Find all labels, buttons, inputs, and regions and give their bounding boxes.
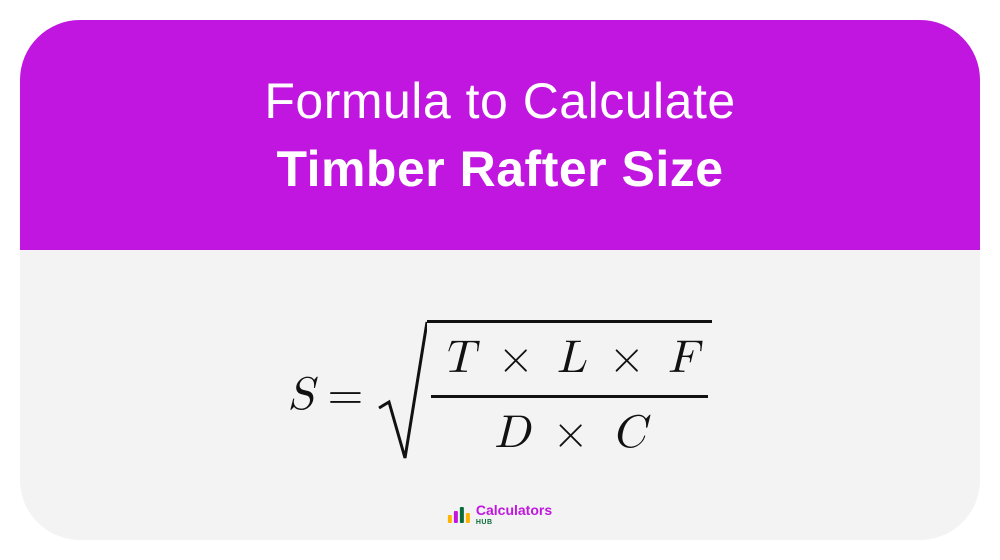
times-op: × — [601, 335, 653, 381]
square-root: T × L × F D × C — [377, 320, 712, 470]
logo-bar — [454, 511, 458, 523]
logo-bars-icon — [448, 507, 470, 523]
var-L: L — [557, 335, 586, 381]
formula-card: Formula to Calculate Timber Rafter Size … — [20, 20, 980, 540]
brand-logo: Calculators HUB — [448, 503, 552, 526]
numerator: T × L × F — [431, 323, 708, 395]
card-header: Formula to Calculate Timber Rafter Size — [20, 20, 980, 250]
var-D: D — [494, 410, 529, 456]
var-C: C — [612, 410, 645, 456]
fraction: T × L × F D × C — [427, 320, 712, 470]
formula-lhs: S — [288, 368, 314, 423]
logo-bar — [460, 507, 464, 523]
header-line-1: Formula to Calculate — [264, 72, 735, 130]
logo-brand: Calculators — [476, 503, 552, 517]
times-op: × — [490, 335, 542, 381]
logo-bar — [448, 515, 452, 523]
header-line-2: Timber Rafter Size — [276, 140, 723, 198]
formula: S = T × L × F D × — [288, 320, 712, 470]
var-F: F — [668, 335, 698, 381]
radical-icon — [377, 320, 427, 460]
logo-sub: HUB — [476, 519, 552, 526]
formula-equals: = — [328, 368, 364, 423]
denominator: D × C — [484, 398, 655, 470]
logo-text: Calculators HUB — [476, 503, 552, 526]
logo-bar — [466, 513, 470, 523]
formula-area: S = T × L × F D × — [20, 250, 980, 540]
times-op: × — [545, 410, 597, 456]
var-T: T — [441, 335, 474, 381]
